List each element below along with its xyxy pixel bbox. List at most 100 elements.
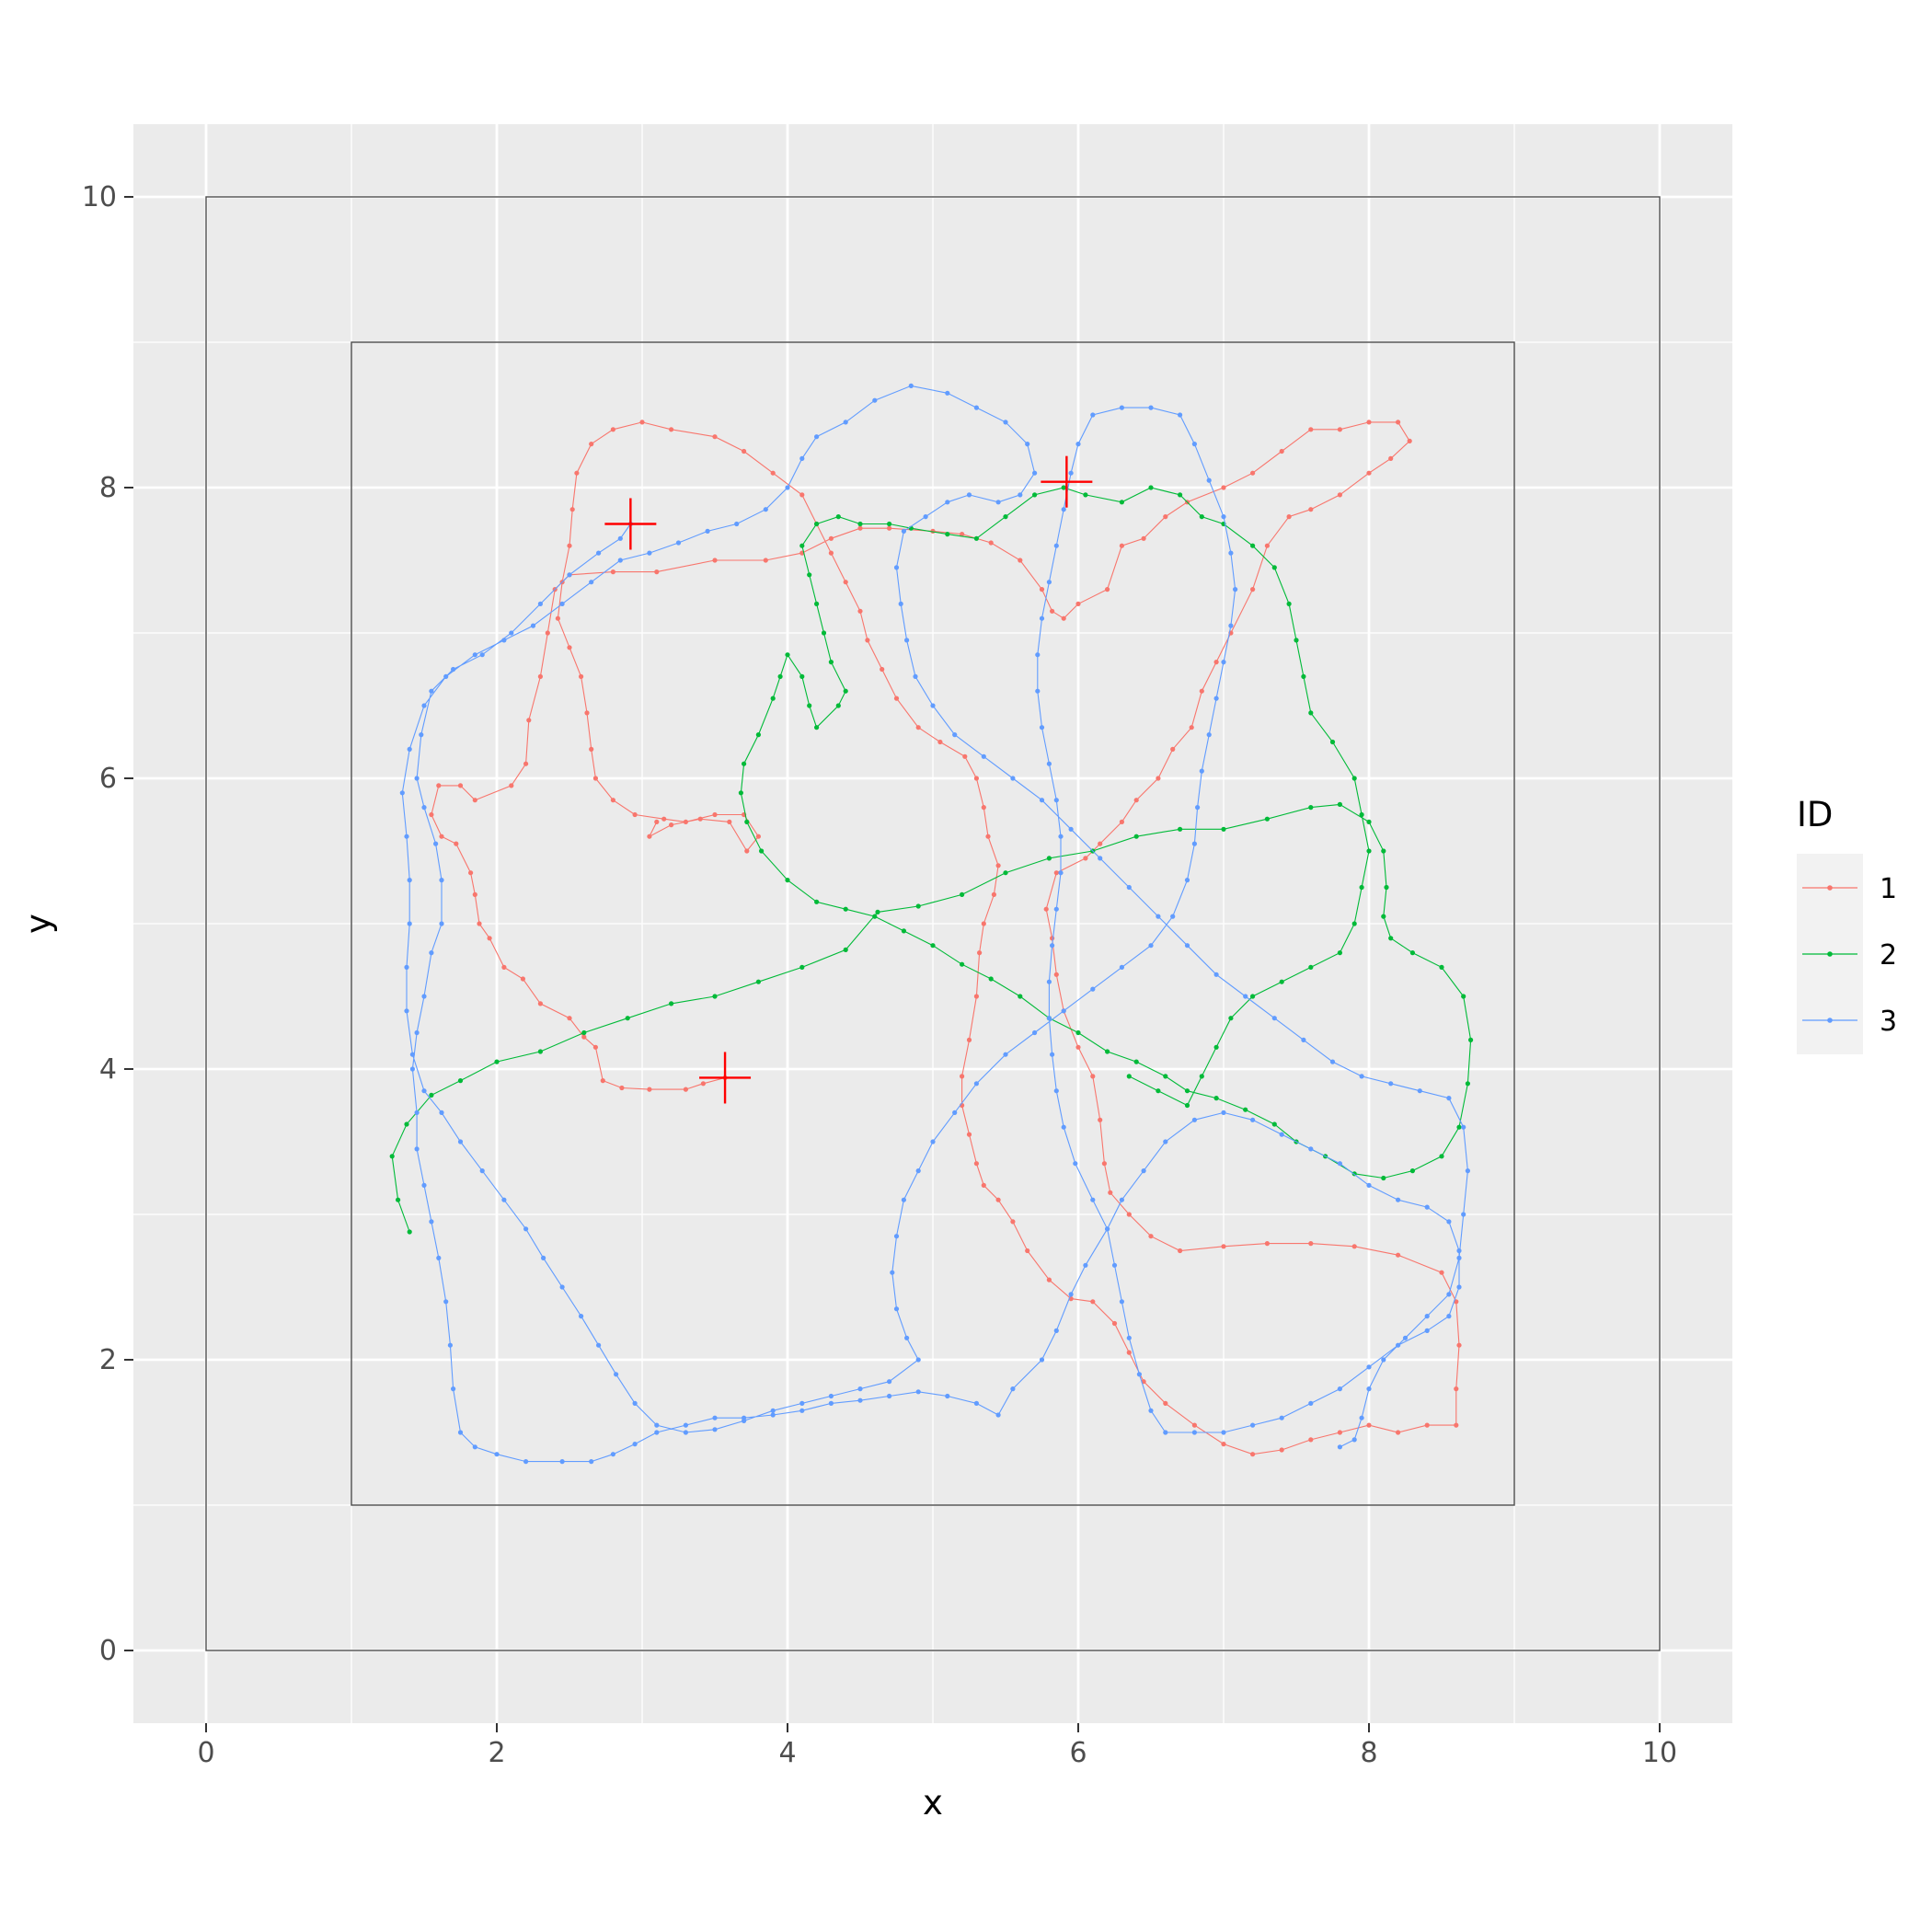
legend-item-3: 3 <box>1802 1006 1897 1038</box>
series-point-1 <box>887 525 892 531</box>
series-point-2 <box>1337 801 1342 808</box>
series-point-1 <box>960 1074 965 1079</box>
x-tick-label: 8 <box>1360 1737 1377 1769</box>
series-point-3 <box>501 1197 507 1202</box>
x-tick-label: 2 <box>488 1737 505 1769</box>
series-point-1 <box>1396 420 1401 425</box>
series-point-2 <box>1468 1037 1474 1042</box>
series-point-3 <box>1090 412 1096 418</box>
legend-label: 3 <box>1880 1006 1897 1038</box>
series-point-3 <box>1195 805 1201 811</box>
series-point-1 <box>727 819 732 825</box>
series-1 <box>429 420 1462 1457</box>
legend-item-1: 1 <box>1802 873 1897 905</box>
series-point-3 <box>1050 943 1055 949</box>
series-point-3 <box>1308 1146 1314 1152</box>
series-point-3 <box>414 1029 420 1036</box>
legend-label: 2 <box>1880 939 1897 972</box>
series-point-3 <box>1119 405 1124 410</box>
series-point-3 <box>1058 870 1064 876</box>
series-point-1 <box>579 673 584 680</box>
series-point-1 <box>712 558 718 563</box>
series-point-3 <box>472 652 477 658</box>
series-point-1 <box>966 1132 972 1137</box>
series-point-1 <box>545 630 550 636</box>
series-point-1 <box>880 666 885 673</box>
series-point-3 <box>712 1415 718 1420</box>
series-point-1 <box>1119 543 1124 548</box>
series-point-3 <box>1053 1328 1059 1333</box>
series-point-1 <box>981 1182 986 1188</box>
series-point-1 <box>828 535 834 541</box>
series-point-3 <box>433 841 439 846</box>
series-point-3 <box>414 1146 420 1152</box>
legend-key-point <box>1827 885 1833 891</box>
series-point-3 <box>1366 1386 1372 1392</box>
series-point-3 <box>1243 994 1248 999</box>
series-point-3 <box>1046 580 1052 585</box>
series-point-3 <box>1456 1284 1462 1290</box>
series-point-1 <box>632 811 638 818</box>
series-point-3 <box>1366 1182 1372 1188</box>
series-point-1 <box>569 507 575 512</box>
series-point-1 <box>960 532 965 537</box>
series-point-2 <box>669 1001 674 1006</box>
series-point-2 <box>1381 848 1386 854</box>
cross-marker-3 <box>699 1052 752 1104</box>
series-point-3 <box>1446 1292 1452 1297</box>
series-point-2 <box>1359 811 1364 818</box>
series-point-3 <box>1119 1299 1124 1305</box>
series-point-3 <box>770 1408 776 1413</box>
series-point-3 <box>494 1452 500 1457</box>
series-point-3 <box>1046 1016 1052 1021</box>
series-point-3 <box>930 1139 936 1144</box>
series-point-3 <box>887 1393 892 1399</box>
series-point-1 <box>1456 1342 1462 1348</box>
series-point-3 <box>1359 1415 1364 1420</box>
series-point-3 <box>589 580 594 585</box>
series-point-1 <box>697 816 703 822</box>
series-point-1 <box>1083 856 1088 861</box>
series-point-3 <box>439 1110 444 1115</box>
series-2 <box>389 485 1474 1235</box>
series-point-1 <box>1250 587 1256 592</box>
legend-key-point <box>1827 951 1833 957</box>
x-tick-label: 4 <box>778 1737 796 1769</box>
series-point-1 <box>457 783 464 788</box>
series-point-2 <box>857 521 863 527</box>
series-point-1 <box>1264 543 1270 548</box>
series-point-3 <box>1075 442 1081 447</box>
series-point-1 <box>619 1085 625 1091</box>
series-point-2 <box>1351 776 1357 781</box>
series-point-3 <box>1456 1255 1462 1260</box>
series-point-2 <box>770 696 776 701</box>
cross-marker-2 <box>1041 455 1093 508</box>
series-point-1 <box>1046 1277 1052 1282</box>
series-layer <box>389 383 1474 1465</box>
series-point-3 <box>436 1255 442 1260</box>
series-point-1 <box>683 819 689 825</box>
series-point-3 <box>1250 1117 1256 1122</box>
x-axis-title: x <box>923 1783 943 1823</box>
series-point-1 <box>977 950 983 956</box>
series-point-3 <box>1191 442 1197 447</box>
series-point-1 <box>1250 1452 1256 1457</box>
series-point-1 <box>744 848 750 854</box>
series-point-1 <box>468 870 474 876</box>
series-point-3 <box>443 1299 449 1305</box>
series-point-3 <box>683 1422 689 1428</box>
series-point-2 <box>1294 638 1299 643</box>
series-point-1 <box>1286 514 1292 520</box>
series-point-1 <box>555 615 561 621</box>
series-point-1 <box>770 470 776 476</box>
series-point-1 <box>1279 1447 1284 1453</box>
y-tick-label: 0 <box>99 1635 117 1667</box>
series-point-1 <box>567 1016 572 1021</box>
series-point-3 <box>898 601 903 607</box>
series-point-3 <box>1163 1139 1168 1144</box>
series-point-1 <box>1061 615 1066 621</box>
series-line-1 <box>431 421 1460 1455</box>
series-point-3 <box>1337 1444 1342 1450</box>
series-point-1 <box>472 798 477 803</box>
series-point-1 <box>1101 1161 1107 1167</box>
